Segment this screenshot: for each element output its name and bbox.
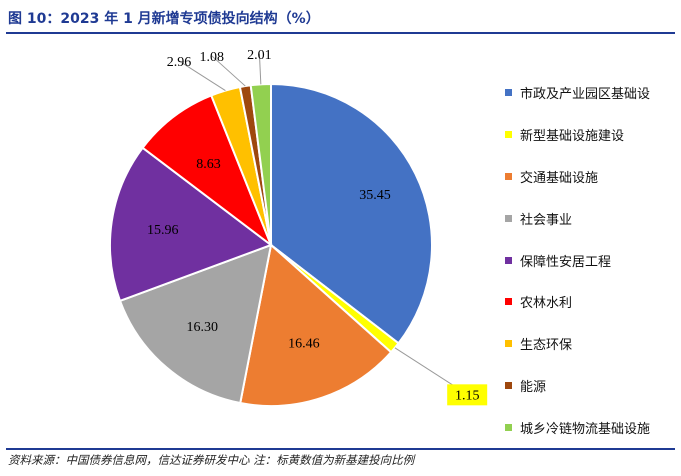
legend-label: 市政及产业园区基础设 bbox=[520, 87, 651, 103]
legend-swatch bbox=[505, 423, 512, 431]
legend-item-5: 保障性安居工程 bbox=[505, 239, 650, 281]
leader-line-8 bbox=[211, 55, 246, 87]
legend-swatch bbox=[505, 131, 512, 139]
data-label-1: 35.45 bbox=[359, 188, 391, 203]
chart-legend: 市政及产业园区基础设 新型基础设施建设 交通基础设施 社会事业保障性安居工程 农林水利生… bbox=[505, 72, 650, 448]
data-label-6: 8.63 bbox=[196, 157, 221, 172]
data-label-3: 16.46 bbox=[288, 337, 320, 352]
highlight-label-bg bbox=[447, 384, 488, 406]
legend-item-7: 生态环保 bbox=[505, 323, 650, 365]
legend-item-3: 交通基础设施 bbox=[505, 156, 650, 198]
pie-slice-4 bbox=[118, 243, 273, 405]
legend-label: 保障性安居工程 bbox=[520, 254, 612, 270]
source-note: 资料来源：中国债券信息网，信达证券研发中心 注：标黄数值为新基建投向比例 bbox=[8, 453, 415, 467]
chart-title: 图 10：2023 年 1 月新增专项债投向结构（%） bbox=[8, 11, 320, 27]
data-label-7: 2.96 bbox=[167, 55, 192, 70]
legend-label: 新型基础设施建设 bbox=[520, 129, 625, 145]
legend-swatch bbox=[505, 256, 512, 264]
legend-swatch bbox=[505, 214, 512, 222]
data-label-9: 2.01 bbox=[247, 48, 272, 63]
data-label-4: 16.30 bbox=[186, 320, 218, 335]
leader-line-9 bbox=[258, 53, 262, 85]
legend-swatch bbox=[505, 89, 512, 97]
bottom-rule bbox=[6, 448, 675, 450]
legend-label: 社会事业 bbox=[520, 212, 573, 228]
pie-slice-1 bbox=[270, 82, 433, 345]
legend-label: 城乡冷链物流基础设施 bbox=[520, 421, 651, 437]
data-label-8: 1.08 bbox=[199, 50, 224, 65]
pie-slice-5 bbox=[109, 146, 274, 303]
legend-item-9: 城乡冷链物流基础设施 bbox=[505, 406, 650, 448]
data-label-2: 1.15 bbox=[455, 388, 480, 403]
legend-label: 生态环保 bbox=[520, 338, 573, 354]
legend-label: 农林水利 bbox=[520, 296, 573, 312]
legend-swatch bbox=[505, 172, 512, 180]
legend-swatch bbox=[505, 381, 512, 389]
legend-item-2: 新型基础设施建设 bbox=[505, 114, 650, 156]
data-label-5: 15.96 bbox=[147, 223, 179, 238]
legend-item-8: 能源 bbox=[505, 365, 650, 407]
leader-line-7 bbox=[178, 60, 226, 92]
legend-swatch bbox=[505, 340, 512, 348]
pie-slice-3 bbox=[239, 243, 393, 407]
legend-item-6: 农林水利 bbox=[505, 281, 650, 323]
legend-item-4: 社会事业 bbox=[505, 197, 650, 239]
legend-swatch bbox=[505, 298, 512, 306]
legend-label: 能源 bbox=[520, 379, 547, 395]
legend-item-1: 市政及产业园区基础设 bbox=[505, 72, 650, 114]
pie-slice-6 bbox=[141, 94, 274, 248]
legend-label: 交通基础设施 bbox=[520, 170, 599, 186]
top-rule bbox=[6, 32, 675, 34]
